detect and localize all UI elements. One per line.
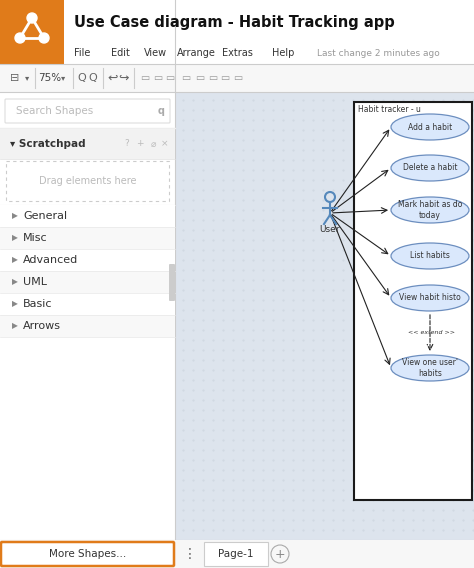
Text: ▭: ▭ (220, 73, 229, 83)
Text: ↩: ↩ (108, 72, 118, 85)
Text: +: + (275, 548, 285, 561)
Text: Mark habit as do
today: Mark habit as do today (398, 201, 462, 220)
Text: ⊟: ⊟ (10, 73, 20, 83)
Text: Last change 2 minutes ago: Last change 2 minutes ago (317, 48, 440, 57)
Ellipse shape (391, 155, 469, 181)
Text: ▾: ▾ (61, 73, 65, 82)
Text: Q: Q (78, 73, 86, 83)
Text: ▶: ▶ (12, 299, 18, 308)
Text: View: View (144, 48, 167, 58)
FancyBboxPatch shape (5, 99, 170, 123)
FancyBboxPatch shape (0, 92, 175, 540)
Circle shape (27, 13, 37, 23)
Text: ▭: ▭ (140, 73, 150, 83)
Ellipse shape (391, 355, 469, 381)
Text: General: General (23, 211, 67, 221)
Text: ▶: ▶ (12, 233, 18, 243)
Text: Drag elements here: Drag elements here (39, 176, 136, 186)
Text: ▭: ▭ (182, 73, 191, 83)
Text: ▭: ▭ (233, 73, 243, 83)
Ellipse shape (391, 243, 469, 269)
FancyBboxPatch shape (0, 205, 175, 227)
FancyBboxPatch shape (1, 542, 174, 566)
Text: 75%: 75% (38, 73, 62, 83)
Text: Extras: Extras (222, 48, 253, 58)
Ellipse shape (391, 197, 469, 223)
FancyBboxPatch shape (0, 315, 175, 337)
Text: << extend >>: << extend >> (409, 331, 456, 336)
FancyBboxPatch shape (0, 271, 175, 293)
FancyBboxPatch shape (175, 92, 474, 540)
Circle shape (39, 33, 49, 43)
Text: Use Case diagram - Habit Tracking app: Use Case diagram - Habit Tracking app (74, 15, 395, 31)
Text: Search Shapes: Search Shapes (16, 106, 93, 116)
Circle shape (15, 33, 25, 43)
Ellipse shape (391, 114, 469, 140)
FancyBboxPatch shape (354, 102, 472, 500)
Text: ↪: ↪ (119, 72, 129, 85)
Text: View habit histo: View habit histo (399, 294, 461, 303)
Text: More Shapes...: More Shapes... (49, 549, 126, 559)
Text: ▭: ▭ (195, 73, 205, 83)
Text: ▭: ▭ (154, 73, 163, 83)
FancyBboxPatch shape (0, 540, 474, 568)
Text: ▶: ▶ (12, 256, 18, 265)
Text: ⌀: ⌀ (150, 140, 155, 148)
Text: ▶: ▶ (12, 211, 18, 220)
Text: q: q (157, 106, 164, 116)
Text: Basic: Basic (23, 299, 53, 309)
Text: Help: Help (272, 48, 294, 58)
Ellipse shape (391, 285, 469, 311)
Text: ×: × (161, 140, 169, 148)
Text: ▾ Scratchpad: ▾ Scratchpad (10, 139, 86, 149)
Text: ▭: ▭ (165, 73, 174, 83)
Text: Arrows: Arrows (23, 321, 61, 331)
Text: User: User (320, 225, 340, 235)
Text: List habits: List habits (410, 252, 450, 261)
Text: Q: Q (89, 73, 97, 83)
Text: ▾: ▾ (25, 73, 29, 82)
Text: View one user'
habits: View one user' habits (402, 358, 458, 378)
Text: ?: ? (125, 140, 129, 148)
FancyBboxPatch shape (0, 0, 64, 64)
FancyBboxPatch shape (0, 249, 175, 271)
Text: ▶: ▶ (12, 321, 18, 331)
Text: Edit: Edit (111, 48, 130, 58)
FancyBboxPatch shape (204, 542, 268, 566)
Text: ▶: ▶ (12, 278, 18, 286)
Text: UML: UML (23, 277, 47, 287)
Text: Habit tracker - u: Habit tracker - u (358, 106, 421, 115)
Text: ▭: ▭ (209, 73, 218, 83)
FancyBboxPatch shape (0, 92, 175, 540)
FancyBboxPatch shape (0, 129, 175, 159)
FancyBboxPatch shape (0, 227, 175, 249)
Text: File: File (74, 48, 91, 58)
FancyBboxPatch shape (0, 64, 474, 92)
Text: Misc: Misc (23, 233, 47, 243)
Text: Advanced: Advanced (23, 255, 78, 265)
Text: +: + (136, 140, 144, 148)
Text: ⋮: ⋮ (183, 547, 197, 561)
FancyBboxPatch shape (0, 293, 175, 315)
Text: Page-1: Page-1 (218, 549, 254, 559)
Text: Arrange: Arrange (177, 48, 216, 58)
FancyBboxPatch shape (169, 264, 175, 301)
Text: Add a habit: Add a habit (408, 123, 452, 132)
Text: Delete a habit: Delete a habit (403, 164, 457, 173)
FancyBboxPatch shape (0, 0, 474, 64)
